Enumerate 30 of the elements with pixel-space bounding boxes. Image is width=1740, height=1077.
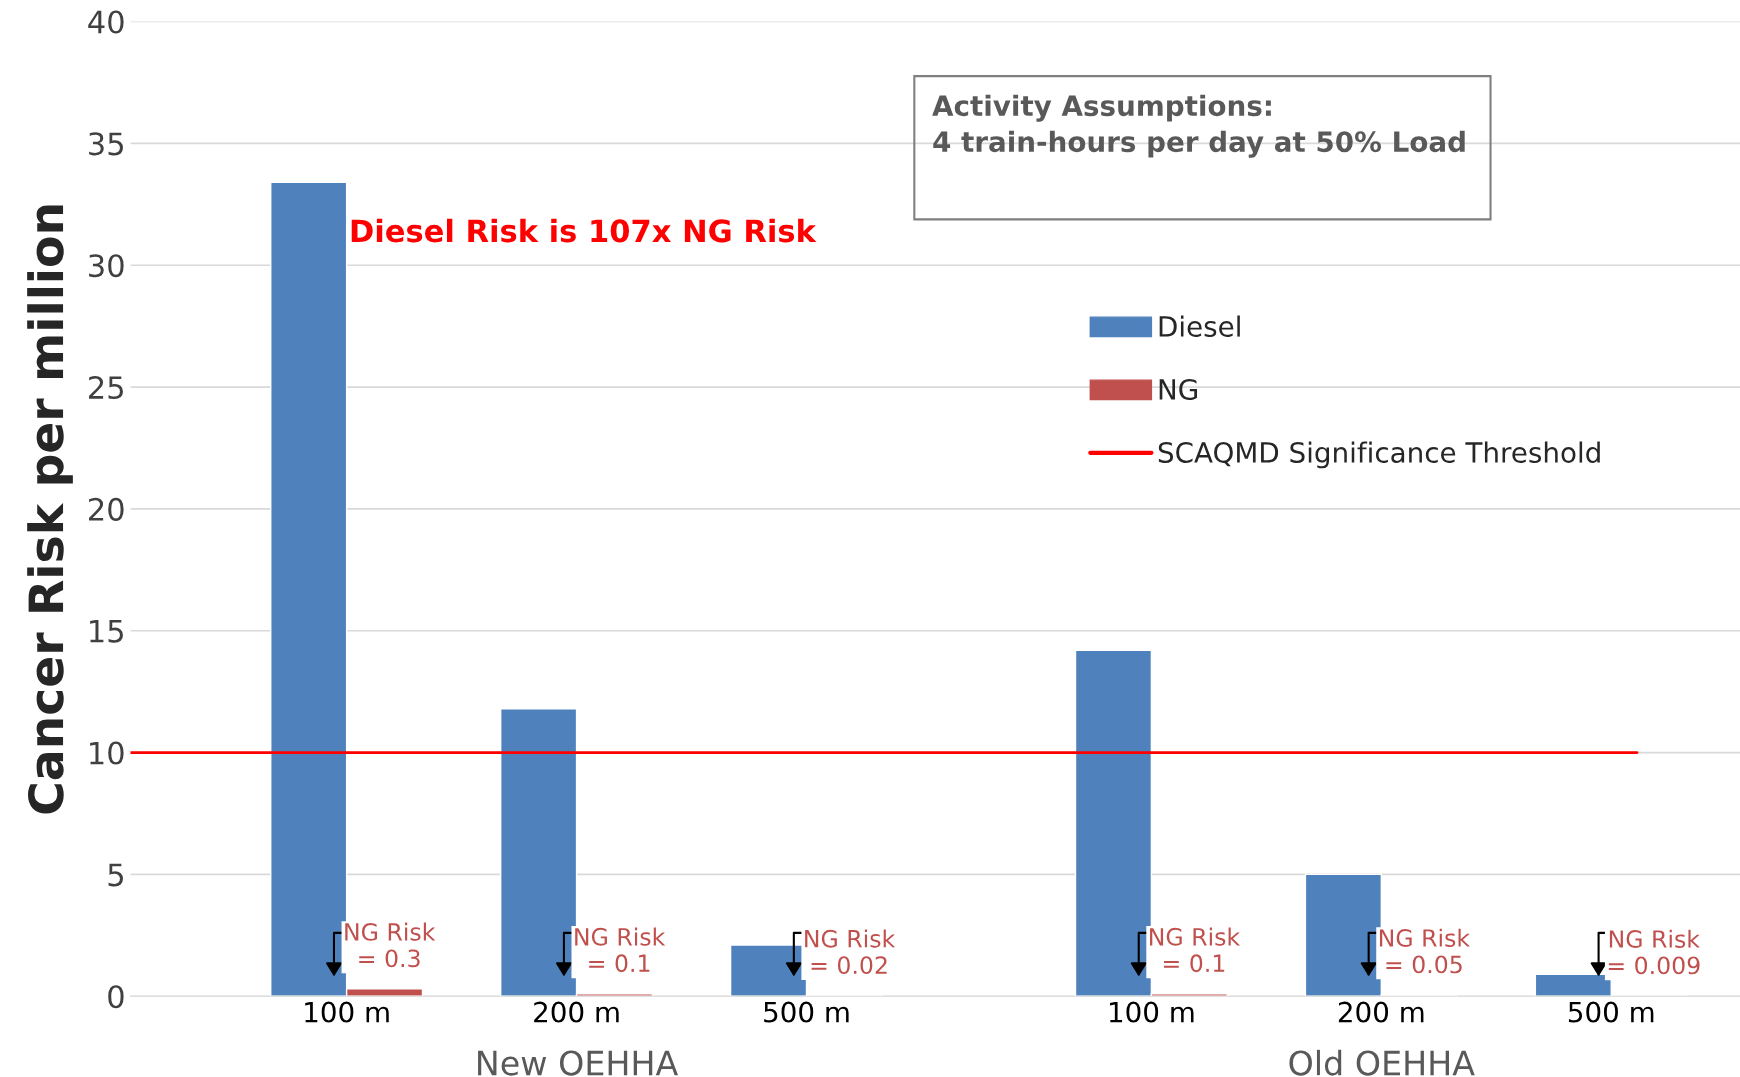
y-tick-label: 5 — [108, 863, 123, 887]
legend-label: NG — [1159, 378, 1197, 400]
y-tick-label: 0 — [108, 985, 124, 1009]
y-tick-label: 40 — [88, 10, 124, 34]
data-label: NG Risk = 0.05 — [1379, 928, 1470, 974]
y-axis-title: Cancer Risk per million — [27, 205, 73, 814]
text: Old OEHHA — [1289, 1049, 1475, 1076]
data-label: NG Risk = 0.02 — [805, 929, 896, 975]
annotation: Activity Assumptions: — [932, 94, 1271, 122]
data-label: NG Risk = 0.1 — [1150, 927, 1241, 973]
x-tick-label: 500 m — [1568, 1001, 1654, 1023]
x-tick-label: 500 m — [764, 1001, 849, 1023]
x-tick-label: 200 m — [534, 1001, 619, 1023]
annotation: Diesel Risk is 107x NG Risk — [351, 218, 817, 243]
legend-label: Diesel — [1159, 315, 1240, 337]
data-label: NG Risk = 0.1 — [575, 927, 666, 973]
y-tick-label: 10 — [90, 741, 124, 765]
y-tick-label: 20 — [89, 497, 124, 521]
legend-label: SCAQMD Significance Threshold — [1158, 441, 1600, 469]
x-tick-label: 100 m — [1109, 1001, 1194, 1023]
x-tick-label: 200 m — [1338, 1001, 1424, 1023]
data-label: NG Risk = 0.3 — [345, 922, 436, 968]
annotation: 4 train-hours per day at 50% Load — [933, 130, 1465, 158]
y-tick-label: 15 — [90, 620, 123, 643]
y-tick-label: 35 — [89, 132, 123, 156]
y-tick-label: 25 — [89, 375, 123, 400]
text: New OEHHA — [478, 1050, 679, 1076]
data-label: NG Risk = 0.009 — [1608, 929, 1700, 975]
x-tick-label: 100 m — [305, 1001, 389, 1023]
y-tick-label: 30 — [89, 254, 124, 278]
